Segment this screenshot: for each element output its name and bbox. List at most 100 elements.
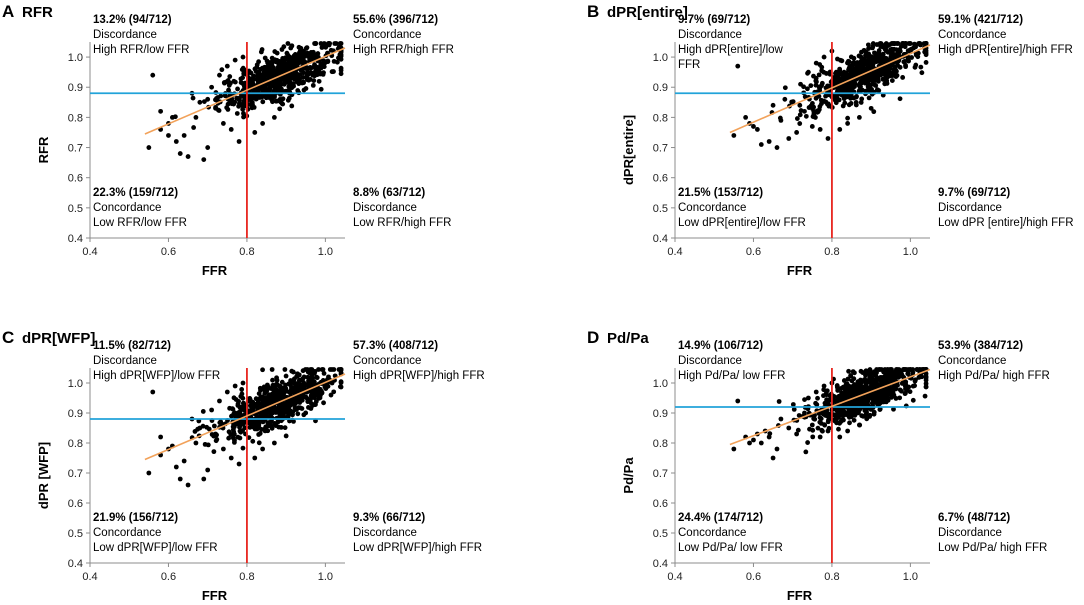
data-point <box>172 114 178 120</box>
data-point <box>266 420 272 425</box>
data-point <box>328 392 334 398</box>
x-tick-label: 0.6 <box>161 571 176 583</box>
data-point <box>851 60 857 65</box>
x-tick-label: 0.6 <box>161 246 176 258</box>
data-point <box>874 381 880 387</box>
data-point <box>300 376 306 382</box>
data-point <box>848 373 854 379</box>
data-point <box>823 99 829 105</box>
data-point <box>862 74 867 80</box>
data-point <box>825 400 831 405</box>
data-point <box>193 114 199 120</box>
data-point <box>897 387 903 393</box>
data-point <box>321 58 327 64</box>
data-point <box>821 383 827 389</box>
y-tick-label: 1.0 <box>653 378 668 390</box>
quadrant-bottom-left: 24.4% (174/712) Concordance Low Pd/Pa/ low… <box>678 512 783 554</box>
data-point <box>903 62 908 68</box>
data-point <box>878 43 884 49</box>
data-point <box>825 419 831 425</box>
data-point <box>287 389 293 395</box>
data-point <box>211 449 217 455</box>
data-point <box>321 371 327 376</box>
data-point <box>817 127 823 132</box>
panel-letter: D <box>587 328 599 347</box>
data-point <box>836 97 842 103</box>
quadrant-desc: High Pd/Pa/ high FFR <box>938 370 1050 382</box>
data-point <box>314 374 319 380</box>
data-point <box>228 432 234 437</box>
x-tick-label: 0.6 <box>746 246 761 258</box>
quadrant-desc: Low Pd/Pa/ low FFR <box>678 542 783 554</box>
data-point <box>851 409 857 415</box>
data-point <box>327 41 333 46</box>
y-tick-label: 0.6 <box>653 498 668 510</box>
data-point <box>871 409 877 415</box>
data-point <box>260 99 266 105</box>
panel-d: D Pd/Pa 0.4 0.5 0.6 0.7 0.8 0.9 1.0 0.4 0.6 0.8 1.0 F… <box>587 328 1050 603</box>
fit-line <box>729 44 931 134</box>
data-point <box>797 121 803 126</box>
quadrant-stat: 59.1% (421/712) <box>938 14 1023 26</box>
data-point <box>274 409 279 415</box>
data-point <box>256 69 262 75</box>
quadrant-stat: 9.3% (66/712) <box>353 512 425 524</box>
data-point <box>300 67 305 72</box>
data-point <box>185 154 191 159</box>
quadrant-desc: Low dPR[WFP]/low FFR <box>93 542 218 554</box>
data-point <box>790 402 796 407</box>
data-point <box>232 57 238 63</box>
data-point <box>201 476 207 482</box>
data-point <box>274 78 280 84</box>
data-point <box>254 74 260 80</box>
data-point <box>872 372 878 377</box>
data-point <box>923 381 929 387</box>
y-tick-label: 0.9 <box>68 408 83 420</box>
data-point <box>834 384 840 390</box>
data-point <box>315 51 321 56</box>
data-point <box>903 386 908 392</box>
data-point <box>237 428 243 434</box>
data-point <box>786 136 792 141</box>
data-point <box>782 85 788 91</box>
data-point <box>331 389 337 395</box>
data-point <box>271 440 277 446</box>
data-point <box>269 367 275 372</box>
x-tick-label: 0.4 <box>82 246 97 258</box>
data-point <box>863 378 869 384</box>
data-point <box>181 458 187 464</box>
data-point <box>281 44 287 50</box>
data-point <box>256 391 262 397</box>
data-point <box>282 425 288 431</box>
y-tick-label: 0.4 <box>653 233 668 245</box>
data-point <box>910 397 916 403</box>
data-point <box>232 439 237 445</box>
data-point <box>318 61 324 67</box>
data-point <box>232 383 238 389</box>
data-point <box>817 419 823 425</box>
data-point <box>265 386 271 392</box>
quadrant-top-right: 59.1% (421/712) Concordance High dPR[entir… <box>938 14 1073 56</box>
data-point <box>236 139 242 144</box>
quadrant-desc: High RFR/low FFR <box>93 44 189 56</box>
data-point <box>862 56 867 62</box>
data-point <box>907 47 913 53</box>
data-point <box>767 431 773 436</box>
data-point <box>307 368 313 374</box>
quadrant-desc: Low dPR[WFP]/high FFR <box>353 542 482 554</box>
data-point <box>270 377 275 383</box>
quadrant-bottom-left: 21.5% (153/712) Concordance Low dPR[entire… <box>678 187 806 229</box>
quadrant-kind: Discordance <box>938 527 1002 539</box>
data-point <box>754 127 760 132</box>
quadrant-top-left: 9.7% (69/712) Discordance High dPR[entire]… <box>678 14 784 71</box>
quadrant-desc: Low dPR [entire]/high FFR <box>938 217 1074 229</box>
data-point <box>290 409 296 415</box>
data-point <box>220 121 226 126</box>
data-point <box>868 407 874 412</box>
data-point <box>263 424 269 430</box>
data-point <box>809 422 815 428</box>
data-point <box>817 434 823 440</box>
data-point <box>803 113 809 119</box>
quadrant-kind: Concordance <box>678 202 746 214</box>
data-point <box>877 401 882 407</box>
